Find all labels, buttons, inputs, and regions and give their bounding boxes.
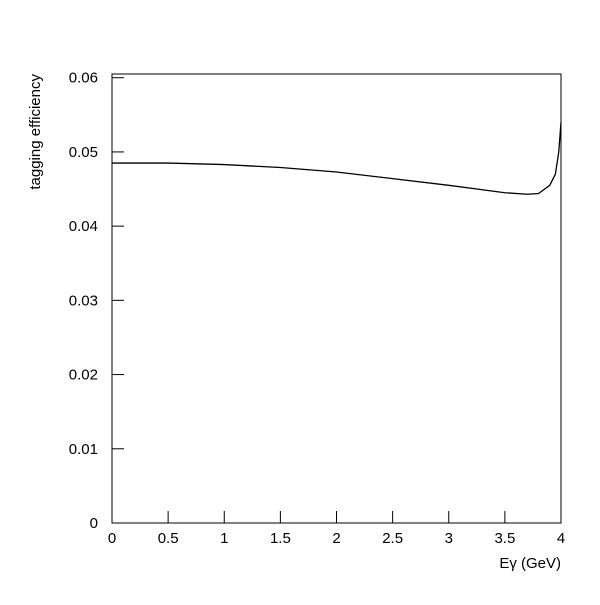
data-line: [112, 122, 562, 195]
y-axis-label: tagging efficiency: [27, 74, 44, 190]
y-tick-label: 0: [90, 515, 98, 532]
plot-frame: [111, 73, 562, 524]
y-tick-label: 0.01: [69, 441, 98, 458]
x-tick-label: 2.5: [382, 530, 403, 547]
x-tick-label: 1.5: [270, 530, 291, 547]
y-tick-label: 0.06: [69, 70, 98, 87]
x-tick-label: 0.5: [158, 530, 179, 547]
x-tick-label: 2: [332, 530, 340, 547]
x-tick-label: 4: [557, 530, 565, 547]
x-tick-label: 3: [445, 530, 453, 547]
y-tick-label: 0.02: [69, 367, 98, 384]
x-axis-label: Eγ (GeV): [499, 555, 561, 572]
x-tick-label: 3.5: [494, 530, 515, 547]
y-tick-label: 0.04: [69, 218, 98, 235]
y-tick-label: 0.05: [69, 144, 98, 161]
y-tick-label: 0.03: [69, 292, 98, 309]
x-tick-label: 1: [220, 530, 228, 547]
x-tick-label: 0: [108, 530, 116, 547]
